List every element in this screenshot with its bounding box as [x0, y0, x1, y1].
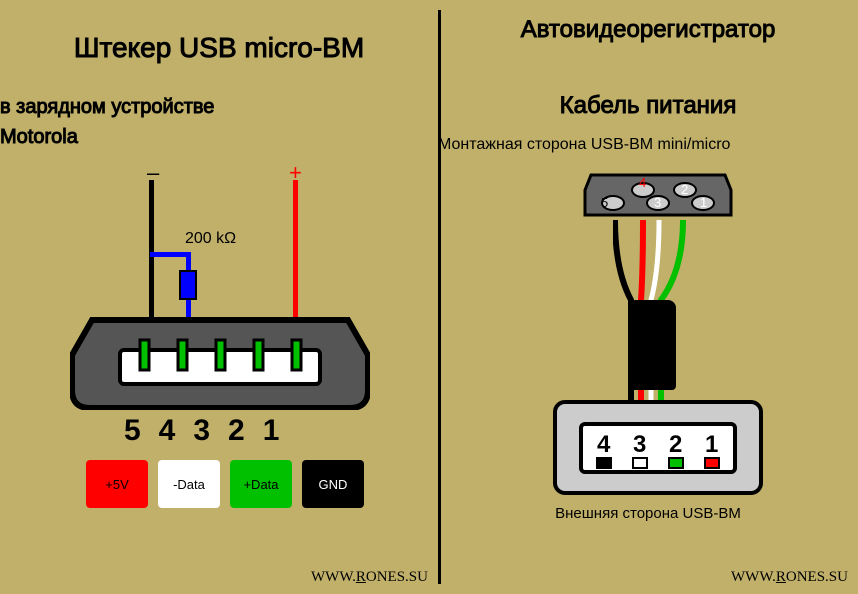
legend-5v: +5V [86, 460, 148, 508]
left-subtitle1: в зарядном устройстве [0, 96, 438, 119]
legend-dminus: -Data [158, 460, 220, 508]
svg-text:2: 2 [681, 182, 688, 197]
svg-text:5: 5 [601, 195, 608, 210]
site-url-left: WWW.RONES.SU [311, 569, 428, 586]
legend-gnd: GND [302, 460, 364, 508]
svg-text:3: 3 [654, 195, 661, 210]
left-title: Штекер USB micro-BM [0, 32, 438, 64]
resistor-icon [179, 270, 197, 300]
usb-bm-connector: 4 3 2 1 [553, 400, 763, 495]
left-panel: Штекер USB micro-BM в зарядном устройств… [0, 0, 438, 594]
resistor-label: 200 kΩ [185, 230, 236, 248]
pin-numbers: 54321 [124, 414, 297, 448]
mini-usb-connector: 5 4 3 2 1 [583, 170, 733, 220]
svg-text:4: 4 [639, 175, 646, 190]
right-title: Автовидеорегистратор [438, 16, 858, 44]
legend: +5V -Data +Data GND [86, 460, 364, 508]
svg-text:1: 1 [705, 431, 718, 458]
site-url-right: WWW.RONES.SU [731, 569, 848, 586]
svg-text:4: 4 [597, 431, 611, 458]
left-subtitle2: Motorola [0, 126, 438, 149]
cable-sleeve [628, 300, 676, 390]
svg-text:3: 3 [633, 431, 646, 458]
micro-usb-connector [70, 310, 370, 410]
right-sub: Монтажная сторона USB-BM mini/micro [438, 136, 858, 154]
svg-text:1: 1 [700, 195, 707, 210]
svg-text:2: 2 [669, 431, 682, 458]
cable-title: Кабель питания [438, 92, 858, 120]
wire-resistor-h [150, 252, 190, 257]
legend-dplus: +Data [230, 460, 292, 508]
right-bottom-label: Внешняя сторона USB-BM [438, 505, 858, 522]
right-panel: Автовидеорегистратор Кабель питания Монт… [438, 0, 858, 594]
